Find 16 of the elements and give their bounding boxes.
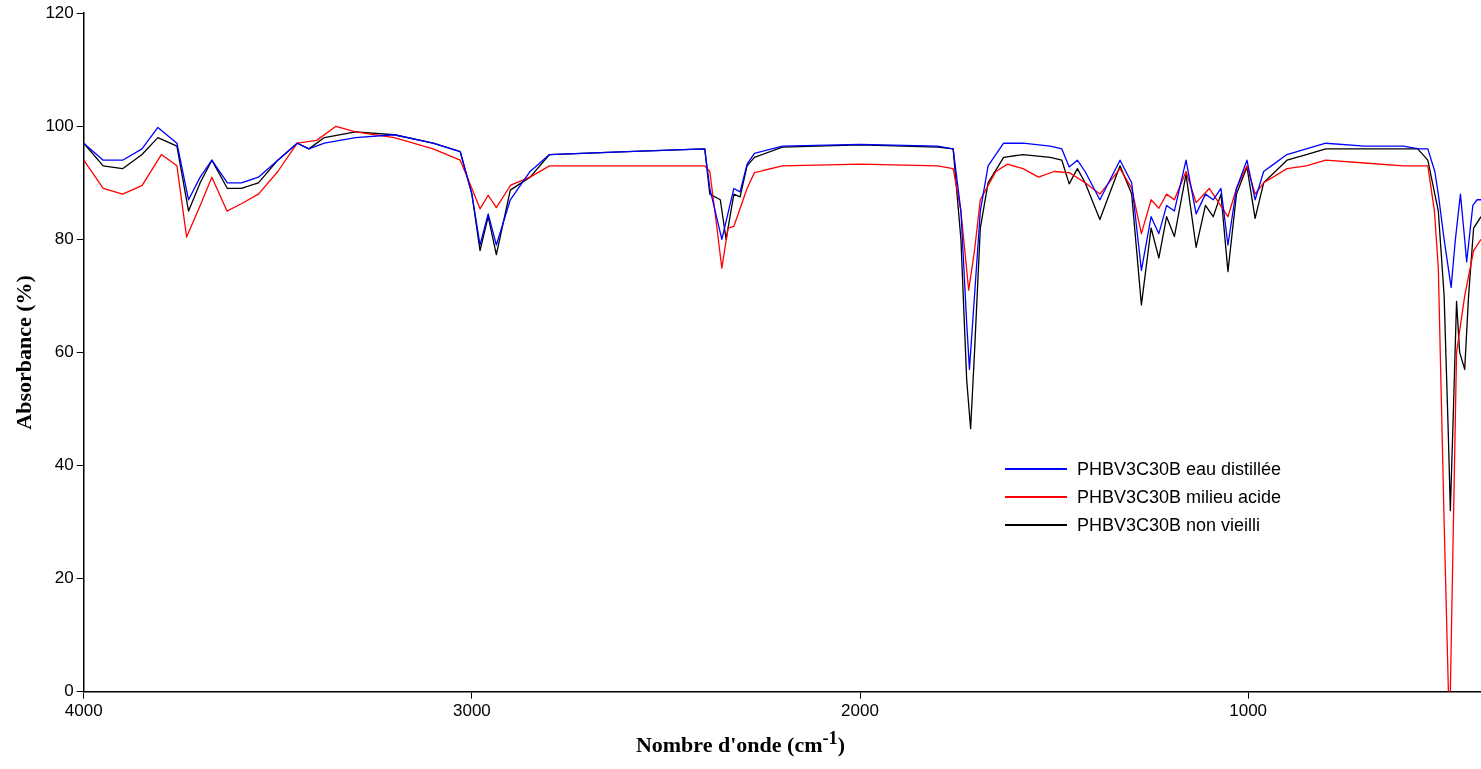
y-tick-label: 40: [54, 455, 74, 475]
y-tick-label: 0: [64, 681, 74, 701]
y-tick-label: 60: [54, 342, 74, 362]
x-tick-label: 2000: [841, 701, 879, 721]
x-axis-title: Nombre d'onde (cm$^{-1}$): [634, 728, 847, 759]
y-tick-label: 20: [54, 568, 74, 588]
x-tick-label: 1000: [1229, 701, 1268, 721]
legend-label: PHBV3C30B non vieilli: [1076, 514, 1260, 536]
y-tick-label: 100: [45, 115, 74, 135]
y-axis-title: Absorbance (%): [10, 275, 36, 430]
y-tick-label: 80: [54, 229, 74, 249]
x-tick-label: 4000: [64, 701, 103, 721]
legend-label: PHBV3C30B eau distillée: [1076, 458, 1281, 480]
y-tick-label: 120: [45, 2, 74, 22]
legend-label: PHBV3C30B milieu acide: [1076, 486, 1281, 508]
x-tick-label: 3000: [452, 701, 491, 721]
